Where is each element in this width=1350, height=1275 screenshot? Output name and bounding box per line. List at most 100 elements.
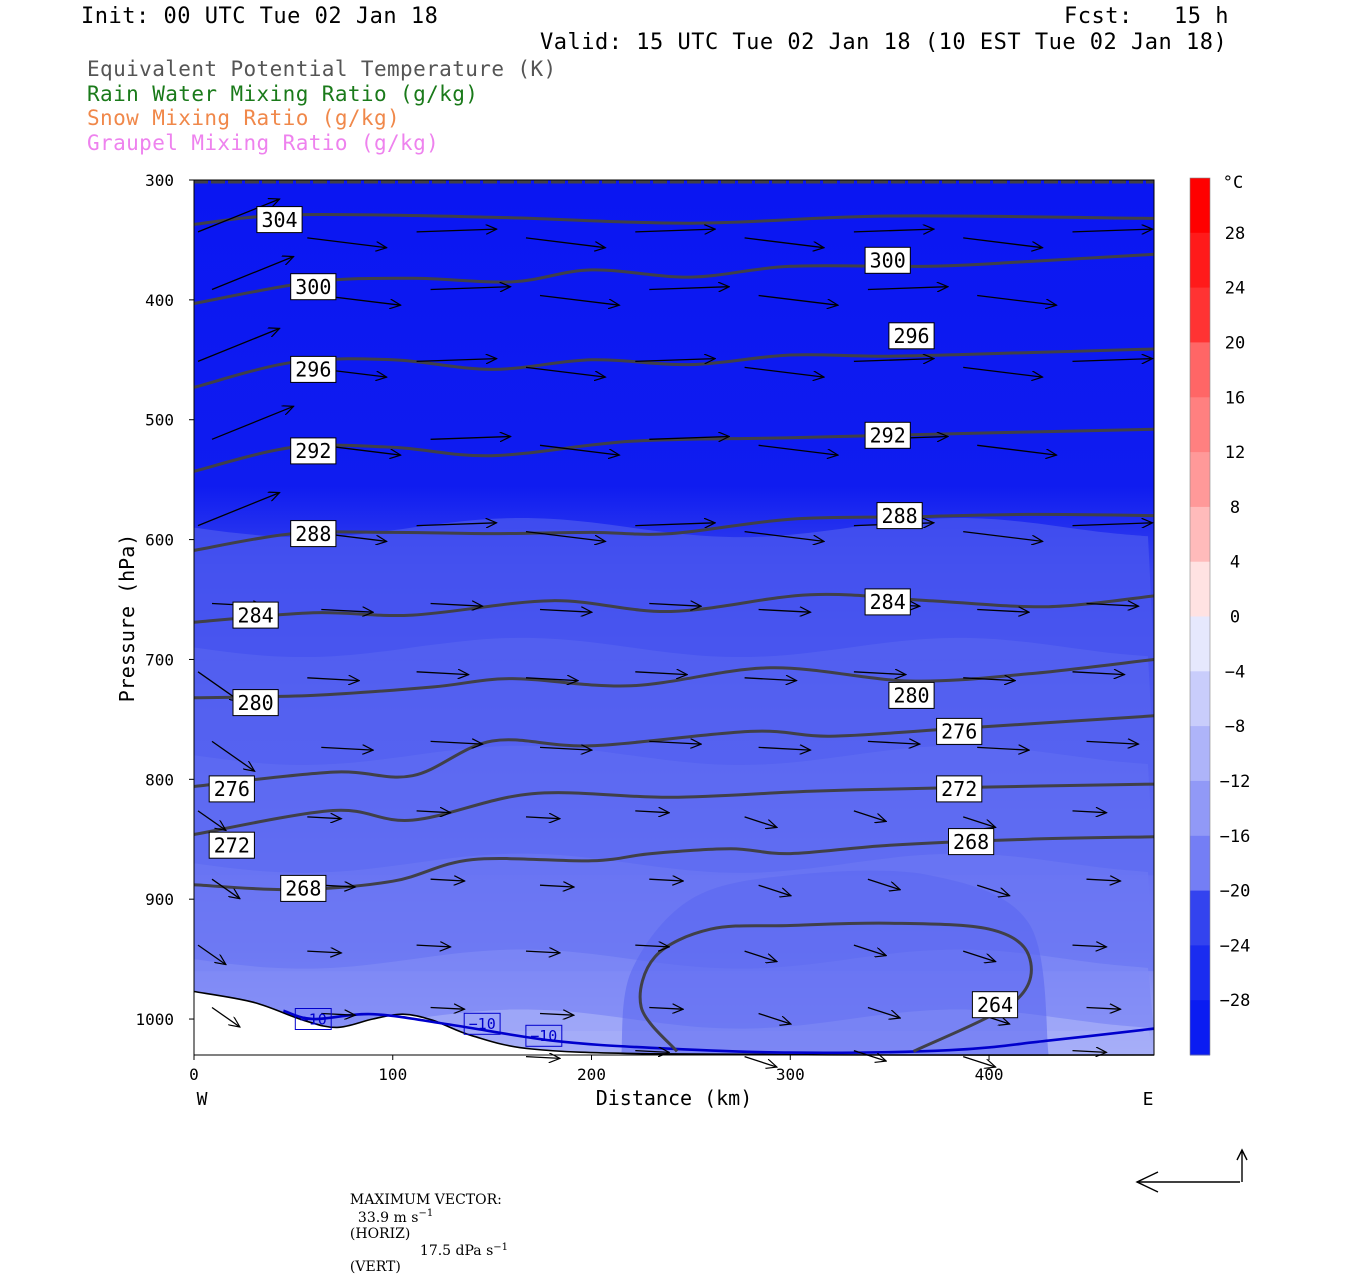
wind-vector	[649, 741, 701, 744]
colorbar-label: 12	[1225, 443, 1245, 463]
colorbar-segment	[1190, 561, 1210, 617]
wind-vector	[211, 740, 255, 771]
y-tick-label: 500	[145, 411, 174, 430]
wind-vector	[525, 817, 560, 819]
wind-vector	[744, 366, 824, 377]
theta-e-contour-284	[193, 592, 1155, 624]
east-label: E	[1143, 1089, 1154, 1110]
theta-e-contour-300	[193, 252, 1155, 305]
wind-vector	[962, 950, 995, 962]
x-tick-label: 300	[776, 1065, 805, 1084]
colorbar-segment	[1190, 178, 1210, 234]
theta-e-label: 292	[870, 424, 906, 448]
wind-vector	[1072, 229, 1153, 232]
theta-e-label-box	[948, 828, 995, 856]
y-tick-label: 300	[145, 171, 174, 190]
colorbar-label: −16	[1220, 827, 1251, 847]
wind-vector	[635, 523, 715, 526]
theta-e-label-box	[864, 421, 911, 449]
wind-vector	[649, 1008, 683, 1010]
isotherm-label: −10	[300, 1010, 327, 1028]
wind-vector	[525, 366, 605, 377]
theta-e-label-box	[290, 437, 337, 465]
wind-vector	[539, 294, 619, 306]
wind-vector	[1072, 672, 1125, 675]
max-vector-label: MAXIMUM VECTOR:	[349, 1192, 502, 1208]
isotherm-minus-10	[283, 1009, 1155, 1054]
wind-vector	[744, 678, 797, 681]
wind-vector	[976, 884, 1009, 896]
wind-vector	[635, 672, 687, 675]
vert-unit: (VERT)	[349, 1259, 401, 1275]
wind-vector	[525, 530, 605, 542]
isotherm-label-box	[463, 1012, 501, 1035]
wind-vector	[853, 359, 934, 362]
wind-vector	[1086, 604, 1139, 607]
wind-vector	[744, 816, 777, 828]
theta-e-label-box	[208, 775, 255, 803]
colorbar-label: 28	[1225, 224, 1245, 244]
theta-e-label-box	[888, 681, 935, 709]
plot-frame	[193, 179, 1155, 1056]
colorbar-segment	[1190, 506, 1210, 563]
theta-e-label-box	[888, 322, 935, 350]
wind-vector	[430, 604, 483, 607]
y-tick-label: 400	[145, 291, 174, 310]
theta-e-label-box	[208, 831, 255, 859]
wind-vector	[744, 237, 824, 248]
wind-vector	[416, 229, 497, 232]
wind-vector	[211, 406, 294, 440]
theta-e-label: 288	[295, 522, 331, 546]
wind-vector	[525, 1057, 560, 1059]
wind-vector	[853, 944, 886, 956]
wind-vector	[649, 287, 729, 290]
wind-vector	[321, 747, 373, 750]
theta-e-label: 284	[238, 603, 274, 627]
colorbar-label: −12	[1220, 772, 1251, 792]
horiz-unit: (HORIZ)	[349, 1225, 411, 1242]
wind-vector	[635, 1051, 669, 1053]
theta-e-label-box	[290, 520, 337, 548]
colorbar-label: −8	[1225, 717, 1245, 737]
wind-vector	[197, 328, 280, 363]
wind-vector	[758, 747, 811, 750]
colorbar-unit: °C	[1223, 173, 1243, 193]
wind-vector	[211, 1006, 240, 1028]
wind-vector	[758, 1012, 791, 1025]
theta-e-label: 300	[295, 275, 331, 299]
colorbar-segment	[1190, 397, 1210, 453]
theta-e-label: 304	[261, 208, 297, 232]
x-axis-label: Distance (km)	[596, 1086, 753, 1110]
init-time: Init: 00 UTC Tue 02 Jan 18	[81, 4, 439, 29]
vert-value: 17.5 dPa s	[419, 1243, 494, 1260]
wind-vector	[744, 950, 777, 962]
wind-vector	[525, 951, 560, 953]
wind-vector	[539, 1014, 574, 1016]
colorbar-label: 16	[1225, 388, 1245, 408]
wind-vector	[977, 610, 1029, 613]
theta-e-label: 272	[214, 833, 250, 857]
wind-vector	[963, 530, 1042, 542]
wind-vector	[758, 610, 811, 613]
wind-vector	[430, 741, 483, 744]
isotherm-label-box	[525, 1024, 563, 1047]
theta-e-contour-288	[193, 512, 1155, 552]
wind-vector	[758, 884, 791, 896]
wind-vector	[867, 1006, 900, 1019]
wind-vector	[1072, 359, 1153, 362]
wind-vector	[1086, 879, 1121, 881]
wind-vector	[649, 437, 729, 440]
theta-e-label: 264	[977, 993, 1013, 1017]
wind-vector	[211, 878, 240, 899]
wind-vector	[416, 672, 469, 675]
x-tick-label: 200	[577, 1065, 606, 1084]
wind-vector	[867, 878, 900, 890]
west-label: W	[197, 1089, 208, 1110]
colorbar-segment	[1190, 342, 1210, 398]
theta-e-label-box	[936, 775, 983, 803]
wind-vector	[197, 493, 280, 527]
theta-e-label: 272	[941, 777, 977, 801]
legend-theta-e: Equivalent Potential Temperature (K)	[87, 57, 557, 81]
wind-vector	[539, 610, 592, 613]
